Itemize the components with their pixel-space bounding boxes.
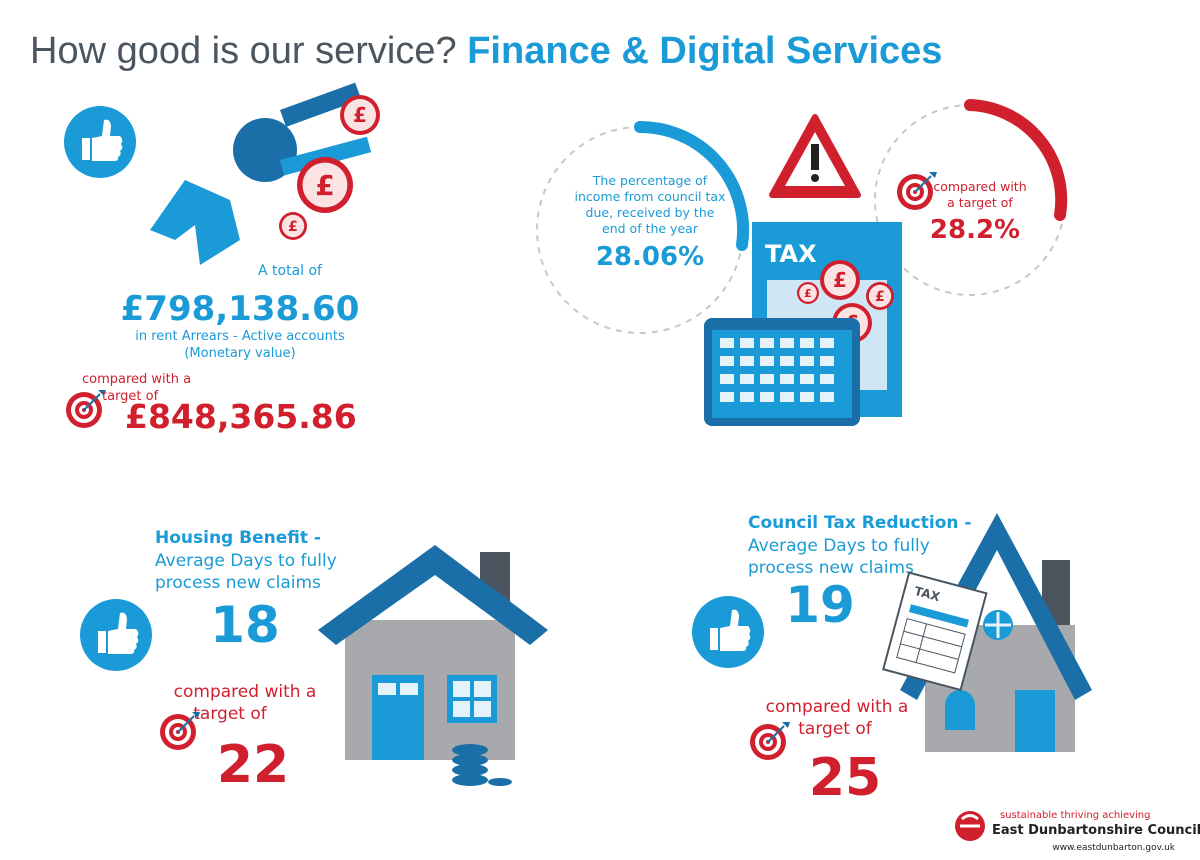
url: www.eastdunbarton.gov.uk (1052, 843, 1175, 853)
council-tax-target: 28.2% (930, 215, 1020, 245)
rent-description: (Monetary value) (184, 346, 295, 361)
council-tax-panel: The percentage of income from council ta… (536, 99, 1068, 426)
ctr-target: 25 (809, 748, 881, 808)
target-label: a target of (947, 195, 1013, 210)
housing-description: process new claims (155, 573, 321, 593)
ctr-value: 19 (785, 576, 855, 634)
housing-description: Average Days to fully (155, 551, 337, 571)
council-tax-description: due, received by the (586, 205, 715, 220)
title-main: Finance & Digital Services (467, 30, 942, 72)
rent-description: in rent Arrears - Active accounts (135, 329, 345, 344)
ctr-description: Average Days to fully (748, 536, 930, 556)
tax-icon-label: TAX (765, 240, 817, 268)
rent-value: £798,138.60 (121, 289, 360, 329)
council-tax-description: The percentage of (592, 173, 708, 188)
coin-symbol: £ (353, 103, 367, 127)
housing-value: 18 (210, 596, 280, 654)
target-label: compared with (933, 179, 1026, 194)
organisation: East Dunbartonshire Council (992, 823, 1200, 838)
ctr-heading: Council Tax Reduction - (748, 513, 971, 533)
target-label: compared with a (766, 697, 909, 717)
tax-icon-label: TAX (913, 584, 942, 604)
rent-arrears-panel: £ £ £ A total of £798,138.60 in rent Arr… (64, 82, 380, 436)
coin-symbol: £ (288, 219, 298, 235)
rent-target: £848,365.86 (125, 397, 357, 436)
target-label: compared with a (82, 372, 191, 387)
council-tax-reduction-panel: Council Tax Reduction - Average Days to … (692, 513, 1092, 808)
housing-heading: Housing Benefit - (155, 528, 321, 548)
target-label: target of (102, 389, 159, 404)
coin-symbol: £ (315, 169, 334, 202)
tagline: sustainable thriving achieving (1000, 810, 1151, 821)
coin-symbol: £ (875, 289, 885, 305)
council-tax-value: 28.06% (596, 242, 704, 272)
council-tax-description: end of the year (602, 221, 699, 236)
title-lead: How good is our service? (30, 30, 457, 72)
target-label: target of (798, 719, 872, 739)
housing-benefit-panel: Housing Benefit - Average Days to fully … (80, 528, 548, 795)
coin-symbol: £ (833, 268, 847, 292)
target-label: compared with a (174, 682, 317, 702)
council-tax-description: income from council tax (575, 189, 726, 204)
page-title: How good is our service? Finance & Digit… (30, 30, 942, 72)
coin-symbol: £ (804, 287, 812, 300)
target-label: target of (193, 704, 267, 724)
rent-intro: A total of (258, 263, 323, 279)
ctr-description: process new claims (748, 558, 914, 578)
footer: sustainable thriving achieving East Dunb… (955, 810, 1200, 853)
housing-target: 22 (217, 735, 289, 795)
